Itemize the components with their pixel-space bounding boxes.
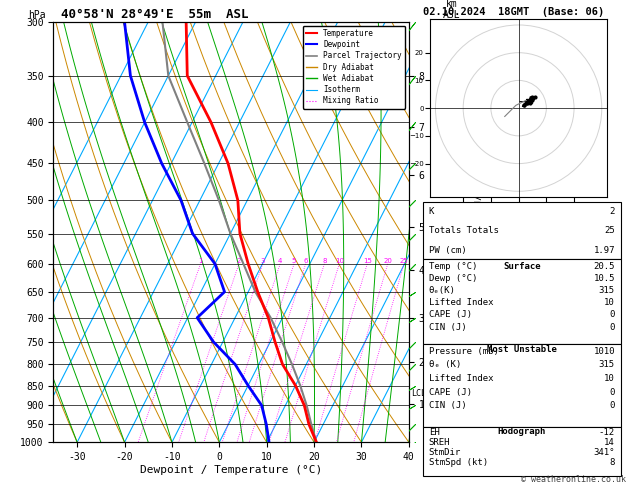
Text: 0: 0	[610, 401, 615, 411]
Text: θₑ (K): θₑ (K)	[428, 360, 461, 369]
Bar	[423, 345, 621, 427]
Text: CAPE (J): CAPE (J)	[428, 388, 472, 397]
Text: CAPE (J): CAPE (J)	[428, 311, 472, 319]
Text: PW (cm): PW (cm)	[428, 245, 466, 255]
Text: hPa: hPa	[28, 10, 46, 20]
Text: 0: 0	[610, 323, 615, 331]
Text: 1.97: 1.97	[593, 245, 615, 255]
Text: 8: 8	[610, 458, 615, 467]
Text: StmDir: StmDir	[428, 448, 461, 457]
Text: LCL: LCL	[411, 389, 426, 398]
Text: 10.5: 10.5	[593, 274, 615, 283]
Text: 1: 1	[198, 258, 203, 264]
Text: 315: 315	[599, 360, 615, 369]
Bar	[423, 202, 621, 260]
Text: θₑ(K): θₑ(K)	[428, 286, 455, 295]
Text: CIN (J): CIN (J)	[428, 401, 466, 411]
Text: StmSpd (kt): StmSpd (kt)	[428, 458, 487, 467]
Text: 10: 10	[335, 258, 344, 264]
Text: 10: 10	[604, 298, 615, 307]
Text: 2: 2	[610, 207, 615, 216]
Text: 2: 2	[237, 258, 241, 264]
Text: Pressure (mb): Pressure (mb)	[428, 347, 499, 356]
Text: 25: 25	[604, 226, 615, 235]
Text: 3: 3	[260, 258, 265, 264]
Bar	[423, 427, 621, 476]
Text: 20.5: 20.5	[593, 262, 615, 271]
Text: Temp (°C): Temp (°C)	[428, 262, 477, 271]
Text: CIN (J): CIN (J)	[428, 323, 466, 331]
Text: 25: 25	[399, 258, 408, 264]
Text: -12: -12	[599, 428, 615, 437]
Text: Totals Totals: Totals Totals	[428, 226, 499, 235]
Text: 8: 8	[322, 258, 326, 264]
Text: 10: 10	[604, 374, 615, 383]
Text: 40°58'N 28°49'E  55m  ASL: 40°58'N 28°49'E 55m ASL	[60, 8, 248, 21]
X-axis label: Dewpoint / Temperature (°C): Dewpoint / Temperature (°C)	[140, 465, 322, 475]
Text: EH: EH	[428, 428, 440, 437]
Legend: Temperature, Dewpoint, Parcel Trajectory, Dry Adiabat, Wet Adiabat, Isotherm, Mi: Temperature, Dewpoint, Parcel Trajectory…	[303, 26, 405, 108]
Text: 14: 14	[604, 438, 615, 447]
Text: Lifted Index: Lifted Index	[428, 374, 493, 383]
Text: Most Unstable: Most Unstable	[487, 345, 557, 354]
Text: 5: 5	[292, 258, 296, 264]
Text: 4: 4	[278, 258, 282, 264]
Text: 315: 315	[599, 286, 615, 295]
X-axis label: kt: kt	[514, 210, 523, 220]
Text: K: K	[428, 207, 434, 216]
Text: 02.10.2024  18GMT  (Base: 06): 02.10.2024 18GMT (Base: 06)	[423, 7, 604, 17]
Text: 15: 15	[363, 258, 372, 264]
Text: © weatheronline.co.uk: © weatheronline.co.uk	[521, 474, 626, 484]
Bar	[423, 260, 621, 345]
Text: Lifted Index: Lifted Index	[428, 298, 493, 307]
Text: Surface: Surface	[503, 262, 540, 271]
Text: 1010: 1010	[593, 347, 615, 356]
Text: Dewp (°C): Dewp (°C)	[428, 274, 477, 283]
Text: 20: 20	[383, 258, 392, 264]
Text: 0: 0	[610, 311, 615, 319]
Text: 341°: 341°	[593, 448, 615, 457]
Text: Mixing Ratio (g/kg): Mixing Ratio (g/kg)	[473, 176, 483, 288]
Text: 0: 0	[610, 388, 615, 397]
Text: SREH: SREH	[428, 438, 450, 447]
Text: km
ASL: km ASL	[443, 0, 460, 20]
Text: Hodograph: Hodograph	[498, 427, 546, 436]
Text: 6: 6	[303, 258, 308, 264]
